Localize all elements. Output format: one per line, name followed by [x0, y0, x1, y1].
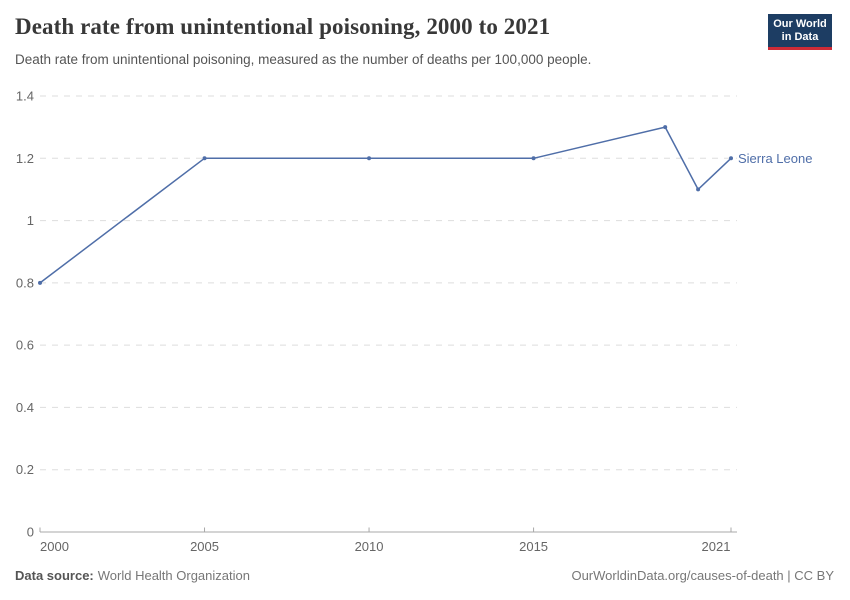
x-tick-label: 2021 — [702, 539, 731, 554]
owid-logo-line2: in Data — [781, 30, 819, 43]
data-point[interactable] — [38, 280, 42, 285]
owid-logo-line1: Our World — [773, 18, 827, 30]
y-tick-label: 1.2 — [16, 151, 34, 166]
chart-subtitle: Death rate from unintentional poisoning,… — [15, 52, 592, 67]
x-tick-label: 2015 — [519, 539, 548, 554]
attribution: OurWorldinData.org/causes-of-death | CC … — [571, 568, 834, 583]
x-tick-label: 2005 — [190, 539, 219, 554]
data-source: Data source: World Health Organization — [15, 568, 250, 583]
data-point[interactable] — [696, 187, 701, 192]
data-point[interactable] — [663, 125, 668, 130]
data-point[interactable] — [367, 156, 372, 161]
owid-logo[interactable]: Our World in Data — [768, 14, 832, 50]
chart-footer: Data source: World Health Organization Ou… — [15, 568, 834, 588]
x-tick-label: 2000 — [40, 539, 69, 554]
page-title: Death rate from unintentional poisoning,… — [15, 14, 551, 39]
series-line[interactable] — [39, 126, 732, 284]
data-point[interactable] — [531, 156, 536, 161]
y-tick-label: 0.6 — [16, 338, 34, 353]
y-tick-label: 0.8 — [16, 275, 34, 290]
y-tick-label: 0.4 — [16, 400, 34, 415]
y-tick-label: 0 — [27, 525, 34, 540]
data-point[interactable] — [202, 156, 207, 161]
y-tick-label: 0.2 — [16, 462, 34, 477]
y-tick-label: 1.4 — [16, 89, 34, 104]
data-source-label: Data source: — [15, 568, 94, 583]
y-tick-label: 1 — [27, 213, 34, 228]
series-label[interactable]: Sierra Leone — [738, 151, 812, 166]
x-tick-label: 2010 — [355, 539, 384, 554]
data-source-value: World Health Organization — [97, 568, 250, 583]
data-point[interactable] — [729, 156, 733, 161]
